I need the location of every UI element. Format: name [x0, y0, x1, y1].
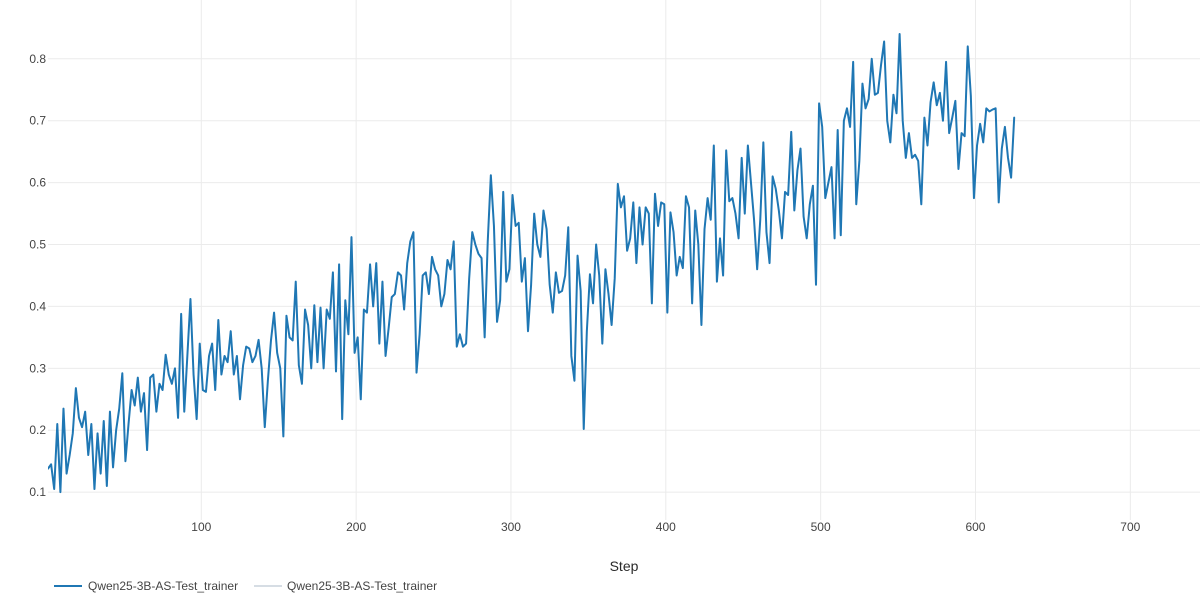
series-line-1	[48, 33, 1016, 494]
x-tick-label-500: 500	[811, 520, 831, 534]
y-tick-label-0.6: 0.6	[29, 176, 46, 190]
x-tick-label-200: 200	[346, 520, 366, 534]
x-gridlines	[200, 0, 1131, 520]
legend-item-2[interactable]: Qwen25-3B-AS-Test_trainer	[254, 579, 437, 593]
x-tick-label-300: 300	[501, 520, 521, 534]
legend-item-1[interactable]: Qwen25-3B-AS-Test_trainer	[54, 579, 238, 593]
x-tick-label-100: 100	[191, 520, 211, 534]
legend[interactable]: Qwen25-3B-AS-Test_trainer Qwen25-3B-AS-T…	[54, 579, 437, 593]
x-axis-title: Step	[610, 558, 639, 574]
y-tick-label-0.2: 0.2	[29, 423, 46, 437]
x-tick-label-700: 700	[1120, 520, 1140, 534]
y-tick-label-0.4: 0.4	[29, 299, 46, 313]
x-tick-label-600: 600	[965, 520, 985, 534]
x-axis-ticks: 100 200 300 400 500 600 700	[191, 520, 1140, 534]
x-tick-label-400: 400	[656, 520, 676, 534]
legend-label-2: Qwen25-3B-AS-Test_trainer	[287, 579, 437, 593]
legend-label-1: Qwen25-3B-AS-Test_trainer	[88, 579, 238, 593]
y-gridlines	[48, 58, 1200, 493]
y-tick-label-0.1: 0.1	[29, 485, 46, 499]
series-layer	[48, 33, 1016, 494]
y-axis-ticks: 0.1 0.2 0.3 0.4 0.5 0.6 0.7 0.8	[29, 52, 46, 499]
y-tick-label-0.8: 0.8	[29, 52, 46, 66]
y-tick-label-0.5: 0.5	[29, 238, 46, 252]
y-tick-label-0.7: 0.7	[29, 114, 46, 128]
y-tick-label-0.3: 0.3	[29, 361, 46, 375]
